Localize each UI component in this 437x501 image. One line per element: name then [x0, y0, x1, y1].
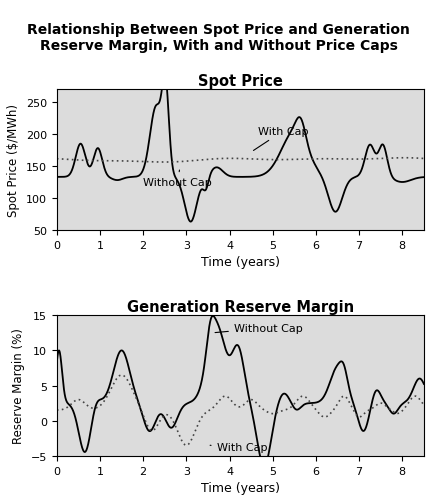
Text: Relationship Between Spot Price and Generation
Reserve Margin, With and Without : Relationship Between Spot Price and Gene… [27, 23, 410, 53]
Title: Generation Reserve Margin: Generation Reserve Margin [127, 300, 354, 315]
Y-axis label: Reserve Margin (%): Reserve Margin (%) [12, 328, 25, 443]
Title: Spot Price: Spot Price [198, 74, 283, 89]
Text: With Cap: With Cap [253, 127, 308, 151]
X-axis label: Time (years): Time (years) [201, 481, 280, 494]
Text: Without Cap: Without Cap [215, 323, 302, 333]
Y-axis label: Spot Price ($/MWh): Spot Price ($/MWh) [7, 104, 21, 217]
X-axis label: Time (years): Time (years) [201, 256, 280, 269]
Text: Without Cap: Without Cap [143, 171, 212, 188]
Text: With Cap: With Cap [210, 442, 267, 452]
